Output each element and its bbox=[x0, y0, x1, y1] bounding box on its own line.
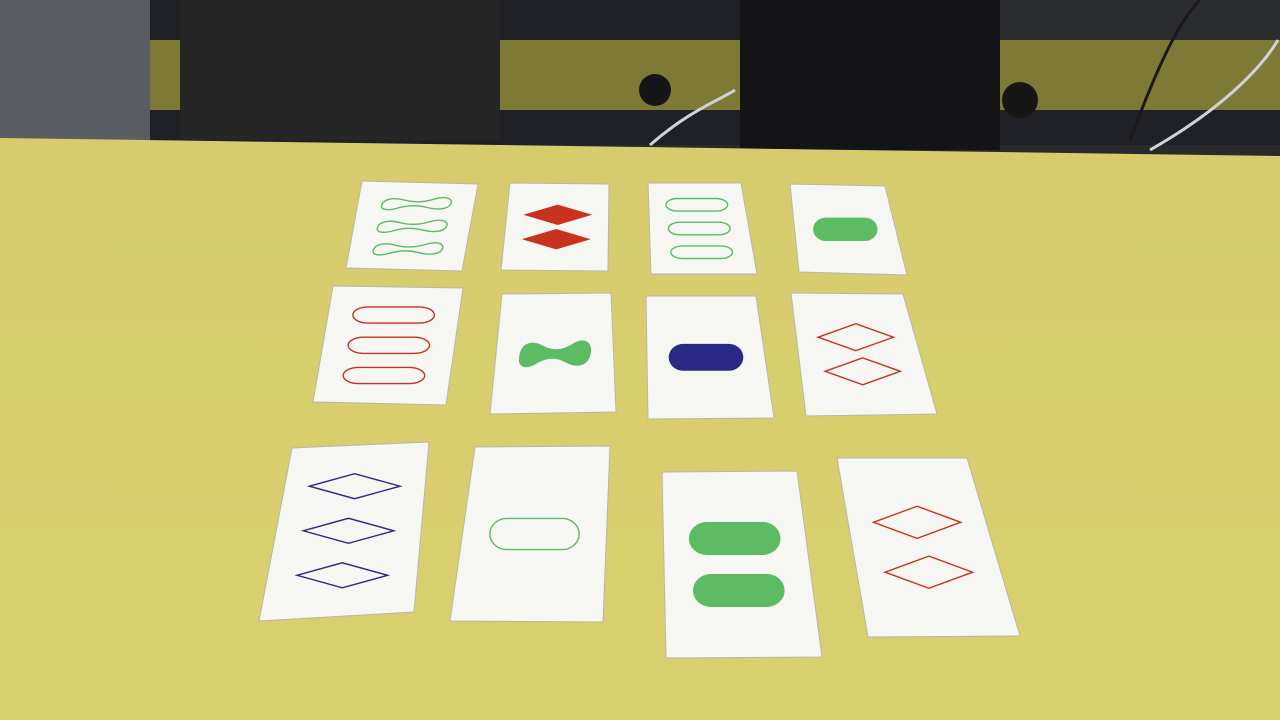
card-face bbox=[790, 292, 938, 417]
set-card-r1c4[interactable] bbox=[790, 184, 907, 275]
squiggle-symbol bbox=[520, 341, 591, 366]
card-face bbox=[345, 180, 479, 272]
cards-layer bbox=[259, 181, 1020, 658]
diamond-symbol bbox=[873, 506, 960, 538]
card-face bbox=[312, 285, 464, 406]
oval-symbol bbox=[490, 518, 579, 549]
oval-symbol bbox=[668, 222, 730, 235]
set-card-r2c4[interactable] bbox=[791, 293, 937, 416]
card-face bbox=[500, 182, 610, 272]
diamond-symbol bbox=[524, 230, 588, 249]
set-card-r1c1[interactable] bbox=[346, 181, 478, 271]
diamond-symbol bbox=[825, 358, 900, 385]
table-surface bbox=[0, 138, 1280, 720]
set-card-r2c1[interactable] bbox=[313, 286, 463, 405]
oval-symbol bbox=[353, 307, 435, 323]
squiggle-symbol bbox=[373, 243, 443, 255]
squiggle-symbol bbox=[377, 220, 447, 232]
squiggle-symbol bbox=[381, 198, 451, 210]
card-face bbox=[836, 457, 1021, 638]
set-card-r2c2[interactable] bbox=[490, 292, 616, 415]
card-face bbox=[661, 470, 823, 659]
set-card-r1c3[interactable] bbox=[648, 183, 757, 274]
set-card-r3c1[interactable] bbox=[259, 442, 429, 621]
oval-symbol bbox=[694, 575, 784, 607]
set-card-r3c2[interactable] bbox=[450, 445, 610, 623]
set-card-r2c3[interactable] bbox=[646, 295, 774, 420]
diamond-symbol bbox=[309, 474, 400, 499]
diamond-symbol bbox=[297, 563, 388, 588]
oval-symbol bbox=[814, 218, 877, 240]
diamond-symbol bbox=[303, 518, 394, 543]
oval-symbol bbox=[666, 199, 728, 212]
set-card-r3c3[interactable] bbox=[662, 471, 822, 658]
diamond-symbol bbox=[818, 324, 893, 351]
oval-symbol bbox=[671, 246, 733, 259]
oval-symbol bbox=[343, 367, 425, 383]
oval-symbol bbox=[348, 337, 430, 353]
oval-symbol bbox=[669, 345, 742, 371]
oval-symbol bbox=[690, 523, 780, 555]
set-card-r1c2[interactable] bbox=[501, 183, 609, 271]
background-room bbox=[0, 0, 1280, 152]
set-card-r3c4[interactable] bbox=[837, 458, 1020, 637]
diamond-symbol bbox=[885, 556, 972, 588]
diamond-symbol bbox=[526, 205, 590, 224]
